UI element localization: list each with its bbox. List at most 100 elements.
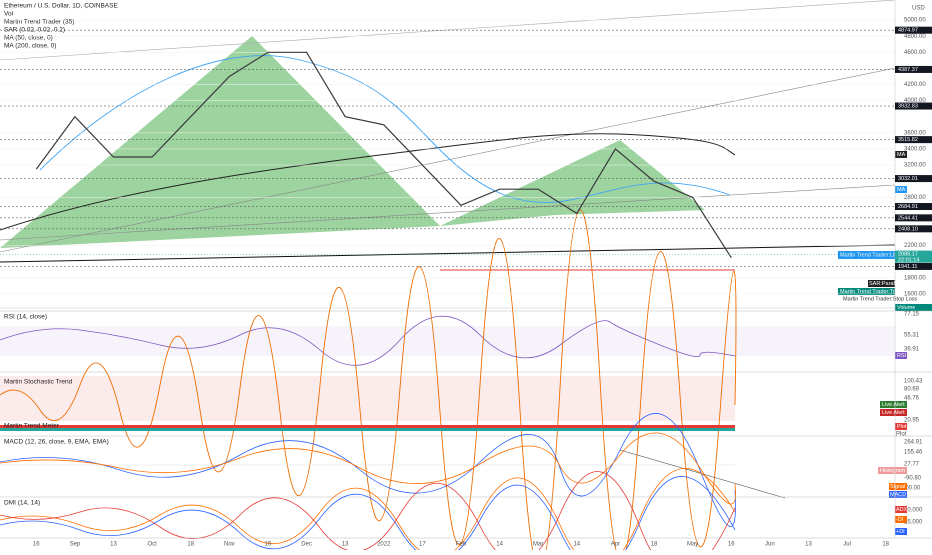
x-tick-label: 15 [265, 542, 272, 548]
tag-bg [895, 304, 932, 311]
indicator: Vol [4, 11, 14, 18]
panel-label: 36.91 [904, 347, 920, 353]
x-tick-label: Nov [224, 542, 235, 548]
tag: Plot [897, 424, 907, 430]
title: Ethereum / U.S. Dollar, 1D, COINBASE [4, 3, 118, 10]
tag: Signal [890, 484, 905, 490]
level-label: 2408.10 [898, 226, 918, 232]
level-box [895, 102, 932, 110]
channel-line [0, 184, 896, 241]
tag-bg [895, 151, 907, 158]
panel-title: MACD (12, 26, close, 9, EMA, EMA) [4, 439, 109, 446]
ma-50 [39, 55, 731, 203]
tag: Martin Trend Trader:Trend Line [840, 289, 916, 295]
panel-title: Martin Stochastic Trend [4, 379, 73, 386]
level-label: 2544.41 [898, 215, 918, 221]
countdown: 22:01:14 [898, 258, 919, 264]
y-tick-label: 3400.00 [904, 147, 926, 153]
panel-label: 80.69 [904, 387, 920, 393]
y-tick-label: 4000.00 [904, 98, 926, 104]
plus-di-line [0, 476, 736, 555]
level-box [895, 262, 932, 270]
tag-bg [895, 516, 907, 523]
tag-bg [895, 352, 907, 359]
level-label: 3932.83 [898, 103, 918, 109]
x-tick-label: May [687, 542, 698, 548]
tag-bg [838, 288, 895, 295]
price-label: 2088.17 [898, 252, 918, 258]
level-label: 3032.01 [898, 176, 918, 182]
indicator: SAR (0.02, 0.02, 0.2) [4, 27, 65, 34]
x-tick-label: 18 [651, 542, 658, 548]
tag-bg [895, 423, 907, 430]
meter-row [0, 425, 735, 428]
trend-line [0, 244, 896, 263]
currency: USD [912, 6, 925, 12]
y-tick-label: 3200.00 [904, 163, 926, 169]
tag: ADX [896, 507, 908, 513]
y-tick-label: 5000.00 [904, 18, 926, 24]
x-tick-label: Jun [765, 542, 775, 548]
y-tick-label: 4200.00 [904, 82, 926, 88]
x-tick-label: 14 [496, 542, 503, 548]
x-tick-label: Dec [301, 542, 312, 548]
stoch-line [0, 209, 737, 555]
y-tick-label: 4600.00 [904, 50, 926, 56]
level-box [895, 225, 932, 233]
x-tick-label: 16 [728, 542, 735, 548]
tag-bg [895, 506, 907, 513]
level-label: 4874.97 [898, 28, 918, 34]
level-box [895, 203, 932, 211]
panel-label: -90.80 [904, 476, 922, 482]
tag: RSI [897, 353, 907, 359]
meter-row [0, 428, 735, 431]
panel-title: Martin Trend Meter [4, 423, 60, 430]
x-tick-label: 13 [110, 542, 117, 548]
level-label: 1941.11 [898, 264, 917, 270]
x-tick-label: 13 [805, 542, 812, 548]
tag: Live Alert [882, 402, 905, 408]
x-tick-label: 14 [573, 542, 580, 548]
x-tick-label: 18 [882, 542, 889, 548]
tag: Martin Trend Trader:Stop Loss [843, 296, 918, 302]
tag-bg [895, 528, 907, 535]
tag-bg [889, 483, 907, 490]
signal-line [0, 432, 736, 505]
x-tick-label: Feb [456, 542, 467, 548]
x-tick-label: Mar [533, 542, 543, 548]
x-tick-label: Oct [147, 542, 157, 548]
stoch-bg [0, 376, 735, 421]
panel-title: RSI (14, close) [4, 314, 47, 321]
level-label: 2684.91 [898, 204, 918, 210]
tag: MACD [890, 492, 906, 498]
y-tick-label: 2200.00 [904, 243, 926, 249]
ma-200 [0, 133, 736, 231]
level-box [895, 214, 932, 222]
level-box [895, 175, 932, 183]
tag: +DI [896, 529, 905, 535]
panel-label: 100.43 [904, 379, 923, 385]
panel-label: 50.000 [904, 508, 923, 514]
tag: Martin Trend Trader:Live Alert [840, 252, 913, 258]
tag-bg [880, 409, 907, 416]
panel-label: 264.91 [904, 440, 923, 446]
panel-label: 27.77 [904, 462, 920, 468]
level-label: 3515.82 [898, 137, 918, 143]
tag: Histogram [880, 468, 905, 474]
panel-title: DMI (14, 14) [4, 500, 40, 507]
minus-di-line [0, 471, 736, 555]
price-box [895, 250, 932, 263]
panel-label: 25.000 [904, 520, 923, 526]
rsi-line [0, 315, 736, 366]
tag: -DI [896, 517, 904, 523]
y-tick-label: 1600.00 [904, 291, 926, 297]
tag-bg [868, 280, 895, 287]
tag-bg [838, 251, 895, 259]
adx-line [0, 468, 736, 555]
rsi-band [0, 326, 895, 356]
y-tick-label: 3600.00 [904, 130, 926, 136]
x-tick-label: 18 [187, 542, 194, 548]
